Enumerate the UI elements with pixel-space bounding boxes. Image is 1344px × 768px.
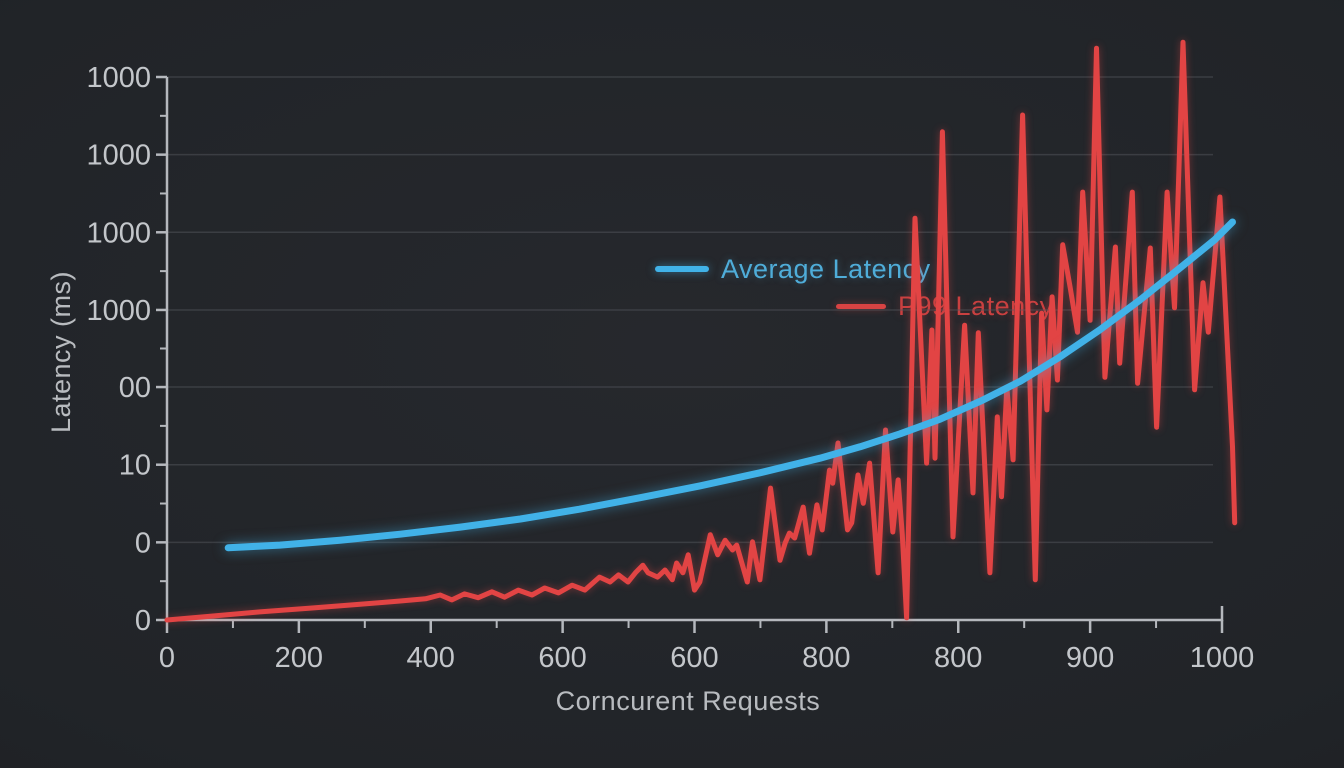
y-tick-label-0: 0 (135, 605, 151, 637)
y-tick-label-3: 00 (119, 372, 151, 404)
x-tick-label-4: 600 (670, 642, 718, 674)
y-tick-label-1: 0 (135, 527, 151, 559)
x-tick-label-8: 1000 (1190, 642, 1255, 674)
average-latency-line-swatch (655, 266, 709, 272)
x-tick-label-1: 200 (275, 642, 323, 674)
y-tick-label-4: 1000 (86, 295, 151, 327)
legend-average-latency: Average Latency (655, 254, 931, 284)
y-axis-title: Latency (ms) (46, 270, 76, 434)
y-tick-label-6: 1000 (86, 140, 151, 172)
x-tick-label-2: 400 (407, 642, 455, 674)
average-latency-legend-label: Average Latency (721, 253, 931, 284)
x-axis-title: Corncurent Requests (555, 686, 821, 716)
x-tick-label-3: 600 (538, 642, 586, 674)
x-tick-label-0: 0 (159, 642, 175, 674)
average-latency-line (224, 218, 1236, 552)
p99-latency-line (164, 39, 1238, 623)
x-tick-label-5: 800 (802, 642, 850, 674)
x-tick-label-6: 800 (934, 642, 982, 674)
x-tick-label-7: 900 (1066, 642, 1114, 674)
p99-latency-line-swatch (836, 303, 886, 309)
y-tick-label-7: 1000 (86, 62, 151, 94)
y-tick-label-5: 1000 (86, 217, 151, 249)
y-tick-label-2: 10 (119, 450, 151, 482)
